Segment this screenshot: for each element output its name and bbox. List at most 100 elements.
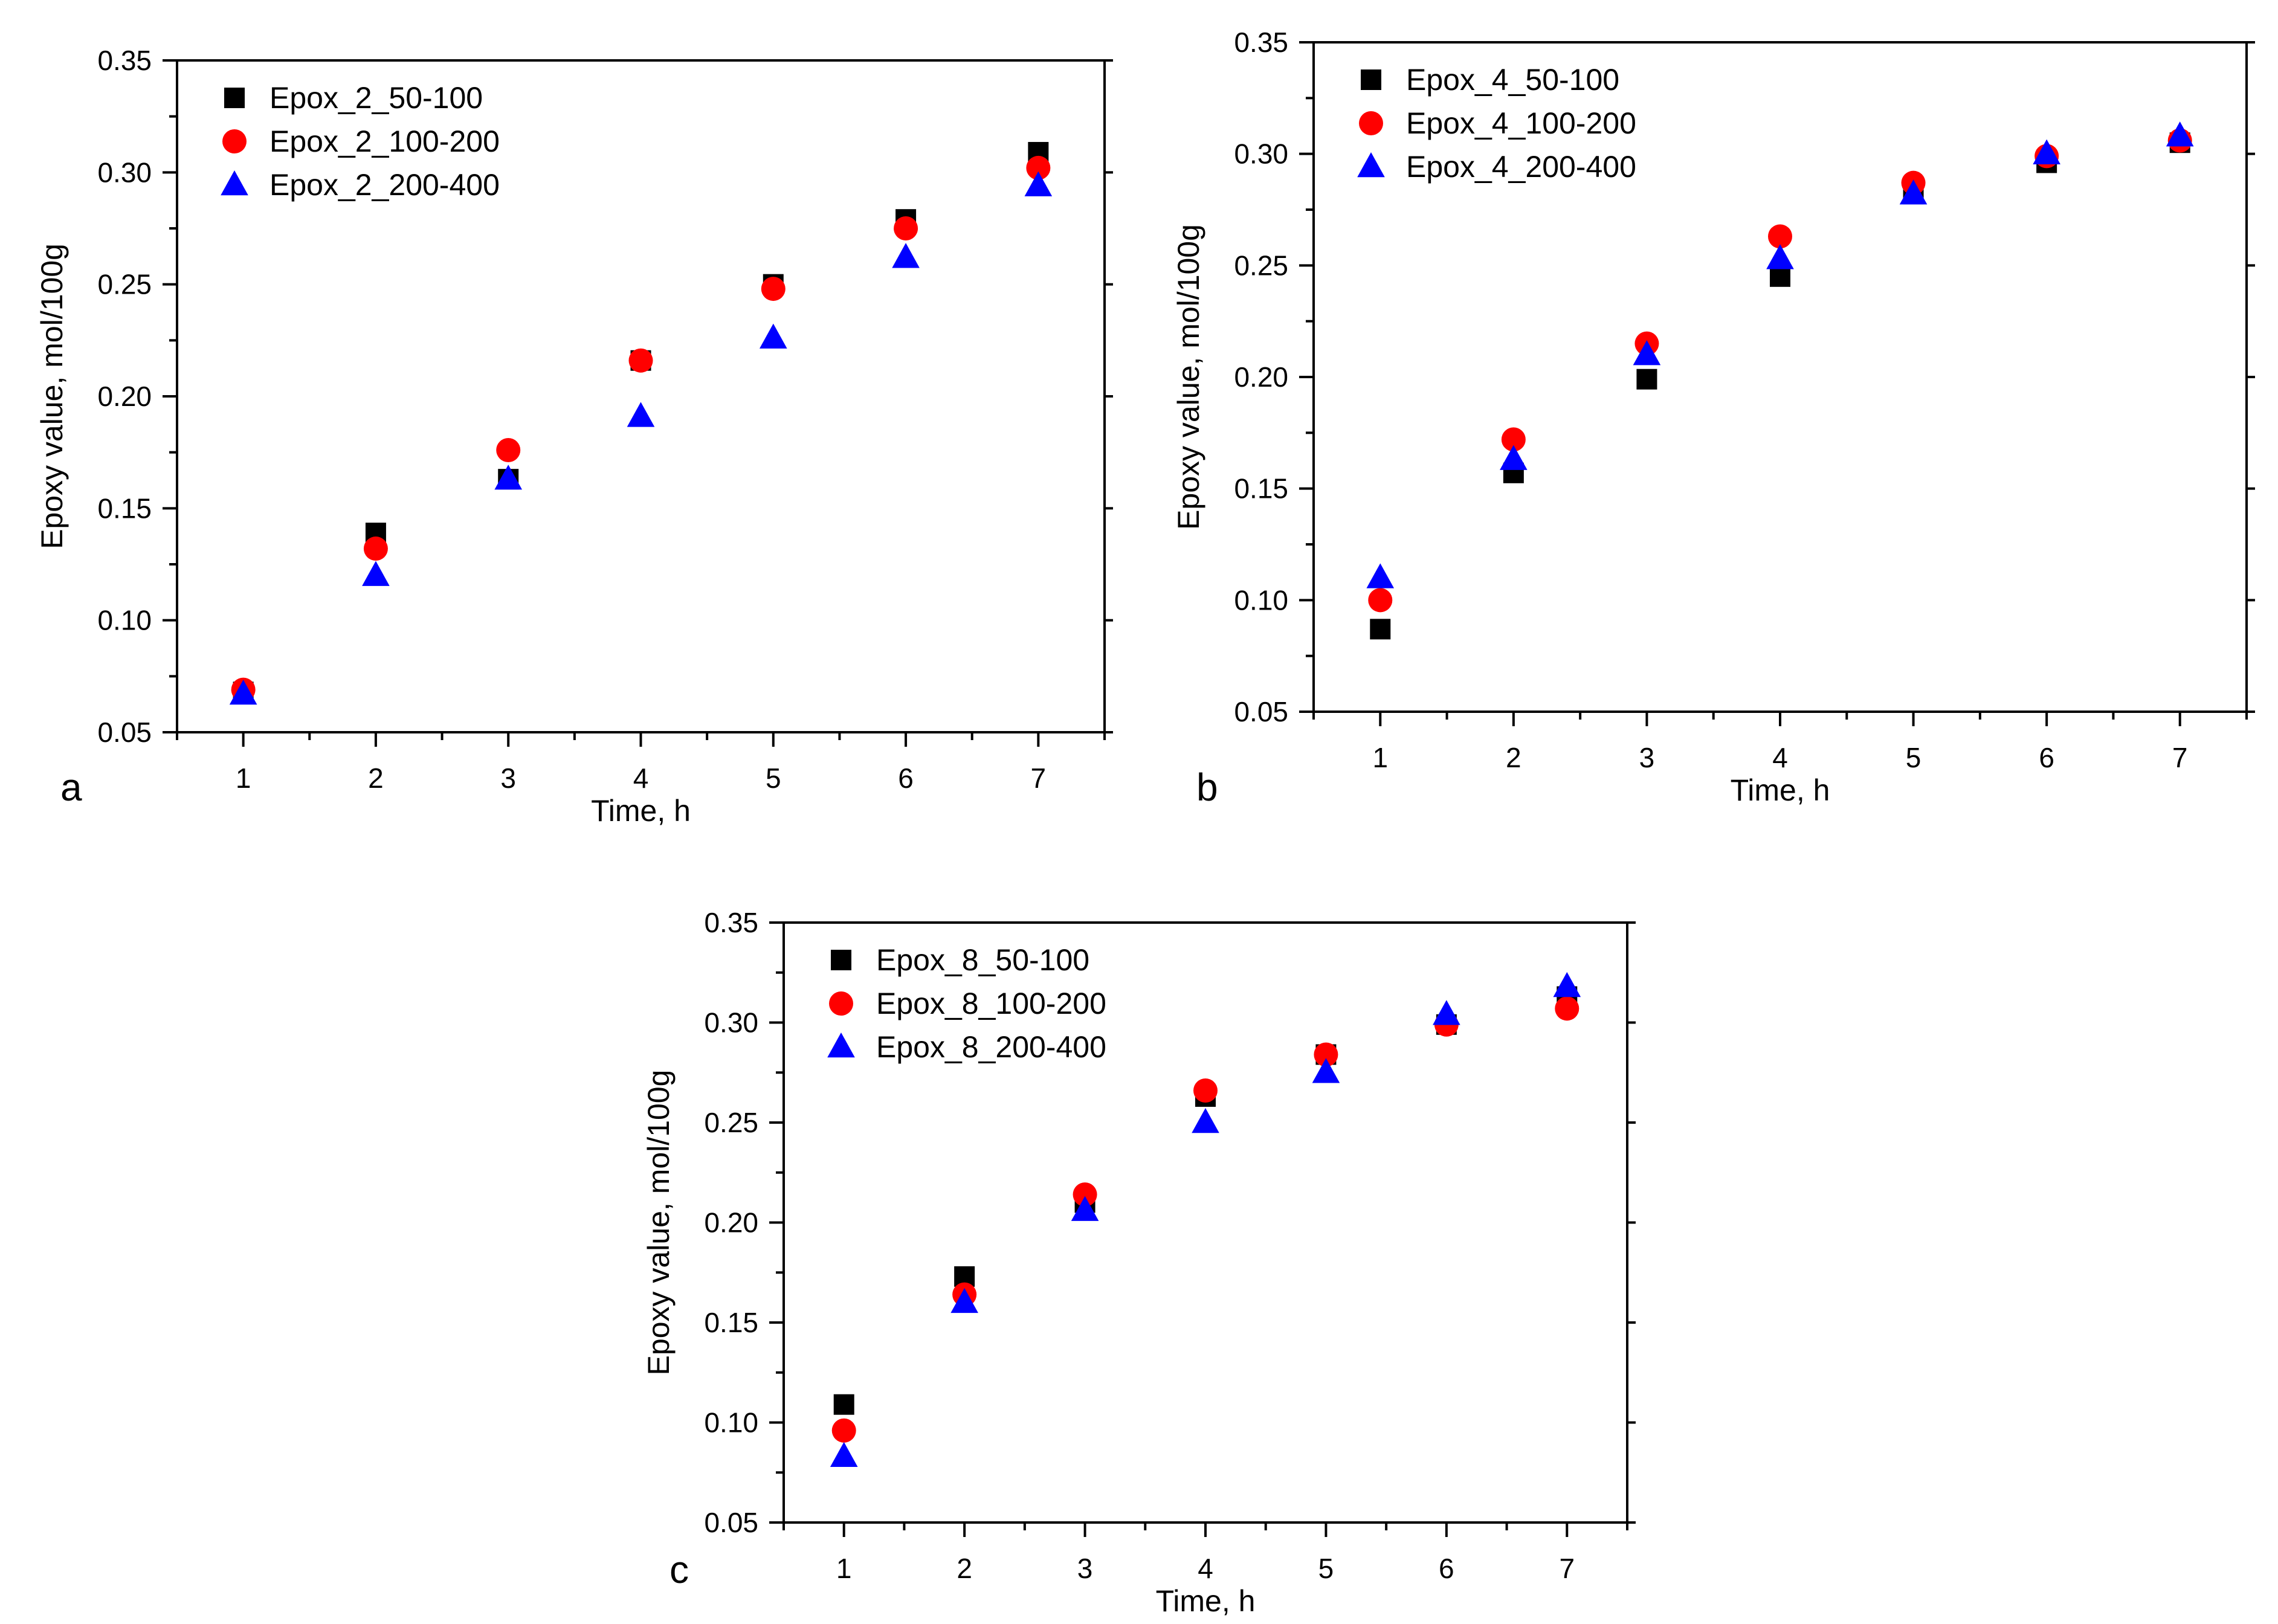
data-point — [833, 1394, 854, 1415]
x-tick-label: 7 — [2172, 742, 2188, 773]
data-point — [1433, 1000, 1460, 1025]
x-tick-label: 2 — [368, 762, 384, 794]
legend-marker — [222, 129, 247, 153]
x-tick-label: 5 — [766, 762, 781, 794]
data-point — [1770, 266, 1790, 287]
plot-frame — [176, 59, 1106, 733]
y-tick-label: 0.10 — [1234, 584, 1288, 616]
data-point — [1555, 996, 1579, 1021]
legend-label: Epox_4_100-200 — [1406, 106, 1636, 140]
data-point — [494, 465, 523, 490]
legend-label: Epox_2_50-100 — [269, 81, 483, 115]
chart-panel-a: 1 2 3 4 5 6 7 0.05 0.10 0.15 0.20 0.25 0.30 0.35 Time,… — [35, 45, 1113, 828]
data-point — [1312, 1058, 1340, 1083]
data-point — [363, 536, 388, 561]
x-tick-label: 5 — [1318, 1553, 1334, 1584]
legend-label: Epox_2_100-200 — [269, 124, 500, 158]
y-tick-label: 0.35 — [704, 907, 758, 938]
y-tick-label: 0.20 — [97, 381, 152, 412]
x-tick-label: 5 — [1906, 742, 1921, 773]
data-point — [1366, 563, 1395, 588]
data-point — [1026, 155, 1051, 180]
legend: Epox_4_50-100 Epox_4_100-200 Epox_4_200-40… — [1357, 63, 1636, 184]
x-tick-label: 3 — [1077, 1553, 1093, 1584]
legend-marker — [829, 991, 853, 1016]
series-circle — [1368, 128, 2192, 613]
x-tick-label: 6 — [1439, 1553, 1454, 1584]
chart-panel-c: 1 2 3 4 5 6 7 0.05 0.10 0.15 0.20 0.25 0.30 0.35 Time,… — [642, 907, 1636, 1618]
y-tick-label: 0.15 — [97, 492, 152, 524]
legend-label: Epox_4_50-100 — [1406, 63, 1619, 97]
legend: Epox_8_50-100 Epox_8_100-200 Epox_8_200-40… — [827, 943, 1106, 1064]
x-tick-label: 4 — [1772, 742, 1788, 773]
x-tick-label: 4 — [1198, 1553, 1213, 1584]
x-axis-label: Time, h — [1156, 1584, 1256, 1618]
series-triangle — [229, 171, 1053, 705]
legend-marker — [1359, 111, 1383, 135]
y-tick-label: 0.10 — [704, 1407, 758, 1439]
data-point — [892, 243, 920, 268]
plot-frame — [1312, 41, 2248, 713]
data-point — [1314, 1042, 1338, 1067]
data-point — [362, 561, 390, 586]
data-point — [1073, 1182, 1097, 1207]
series-triangle — [830, 971, 1581, 1468]
x-tick-label: 7 — [1559, 1553, 1575, 1584]
x-tick-label: 4 — [633, 762, 649, 794]
x-axis-label: Time, h — [591, 794, 691, 828]
x-tick-label: 3 — [500, 762, 516, 794]
legend: Epox_2_50-100 Epox_2_100-200 Epox_2_200-40… — [221, 81, 500, 202]
data-point — [1768, 224, 1792, 249]
y-tick-label: 0.15 — [704, 1307, 758, 1338]
y-tick-label: 0.10 — [97, 605, 152, 636]
legend-marker — [827, 1033, 855, 1058]
y-tick-label: 0.30 — [704, 1007, 758, 1039]
panel-label: b — [1196, 765, 1218, 809]
legend-marker — [221, 170, 248, 196]
legend-marker — [1361, 69, 1381, 90]
x-tick-label: 2 — [1506, 742, 1521, 773]
y-tick-label: 0.35 — [1234, 27, 1288, 58]
data-point — [229, 679, 257, 705]
y-tick-label: 0.25 — [97, 269, 152, 300]
y-tick-label: 0.20 — [704, 1207, 758, 1239]
x-axis-label: Time, h — [1731, 773, 1830, 807]
legend-label: Epox_8_200-400 — [876, 1030, 1106, 1064]
x-tick-label: 7 — [1031, 762, 1047, 794]
data-point — [1899, 179, 1928, 205]
y-tick-label: 0.15 — [1234, 473, 1288, 504]
x-tick-label: 6 — [2039, 742, 2054, 773]
y-tick-label: 0.05 — [97, 717, 152, 748]
data-point — [1501, 427, 1526, 452]
data-point — [627, 402, 655, 427]
chart-panel-b: 1 2 3 4 5 6 7 0.05 0.10 0.15 0.20 0.25 0.30 0.35 Time,… — [1172, 27, 2255, 809]
legend-marker — [1357, 152, 1385, 178]
legend-label: Epox_2_200-400 — [269, 168, 500, 202]
data-point — [1766, 244, 1794, 269]
data-point — [1193, 1078, 1218, 1103]
y-tick-label: 0.35 — [97, 45, 152, 76]
data-point — [950, 1287, 978, 1313]
data-point — [628, 348, 653, 373]
x-tick-label: 1 — [1372, 742, 1388, 773]
series-circle — [231, 155, 1051, 702]
data-point — [1071, 1196, 1099, 1221]
y-tick-label: 0.30 — [1234, 138, 1288, 170]
data-point — [1192, 1108, 1219, 1133]
y-axis-label: Epoxy value, mol/100g — [1172, 224, 1205, 530]
legend-label: Epox_8_100-200 — [876, 987, 1106, 1020]
data-point — [1553, 971, 1581, 997]
y-tick-label: 0.30 — [97, 156, 152, 188]
legend-marker — [224, 88, 245, 108]
y-tick-label: 0.25 — [704, 1107, 758, 1138]
x-tick-label: 6 — [898, 762, 914, 794]
legend-marker — [831, 950, 851, 970]
data-point — [2166, 121, 2194, 147]
data-point — [1368, 588, 1393, 613]
y-tick-label: 0.05 — [704, 1507, 758, 1538]
y-tick-label: 0.25 — [1234, 250, 1288, 281]
data-point — [759, 323, 787, 349]
series-triangle — [1366, 121, 2194, 588]
data-point — [1024, 171, 1053, 196]
